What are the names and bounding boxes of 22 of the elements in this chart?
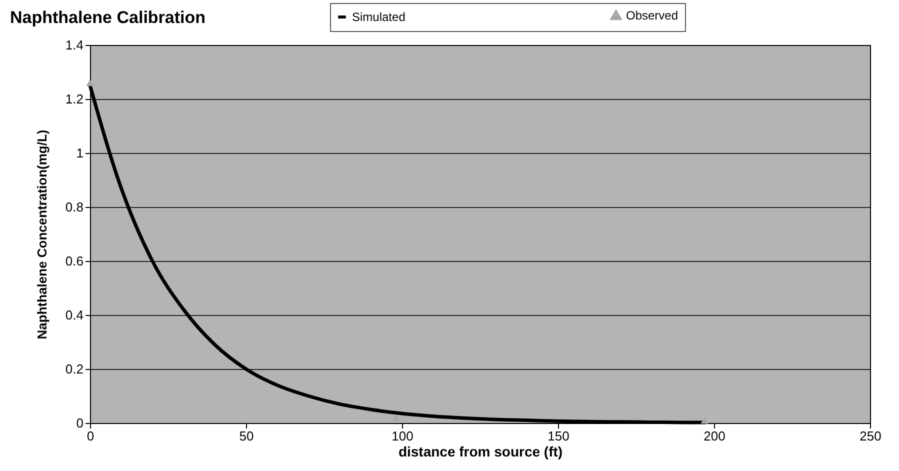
x-tick-label: 250: [860, 428, 882, 444]
y-tick-label: 0.6: [65, 254, 84, 268]
legend-label: Simulated: [352, 10, 406, 24]
y-axis-title: Naphthalene Concentration(mg/L): [34, 130, 50, 340]
y-tick-label: 1: [76, 146, 84, 160]
x-tick-label: 200: [704, 428, 726, 444]
legend-label: Observed: [626, 8, 678, 22]
x-tick-label: 100: [392, 428, 414, 444]
point: [86, 79, 94, 86]
y-tick-label: 0.2: [65, 362, 84, 376]
chart-title: Naphthalene Calibration: [10, 8, 206, 28]
x-tick-label: 150: [548, 428, 570, 444]
y-tick-label: 1.4: [65, 38, 84, 52]
x-axis-title: distance from source (ft): [398, 444, 563, 460]
point: [392, 414, 400, 421]
y-tick-label: 0: [76, 416, 84, 430]
y-tick-label: 0.4: [65, 308, 84, 322]
y-tick-label: 1.2: [65, 92, 84, 106]
point: [700, 416, 709, 424]
x-tick-label: 50: [239, 428, 254, 444]
y-tick-label: 0.8: [65, 200, 84, 214]
x-tick-label: 0: [86, 428, 94, 444]
